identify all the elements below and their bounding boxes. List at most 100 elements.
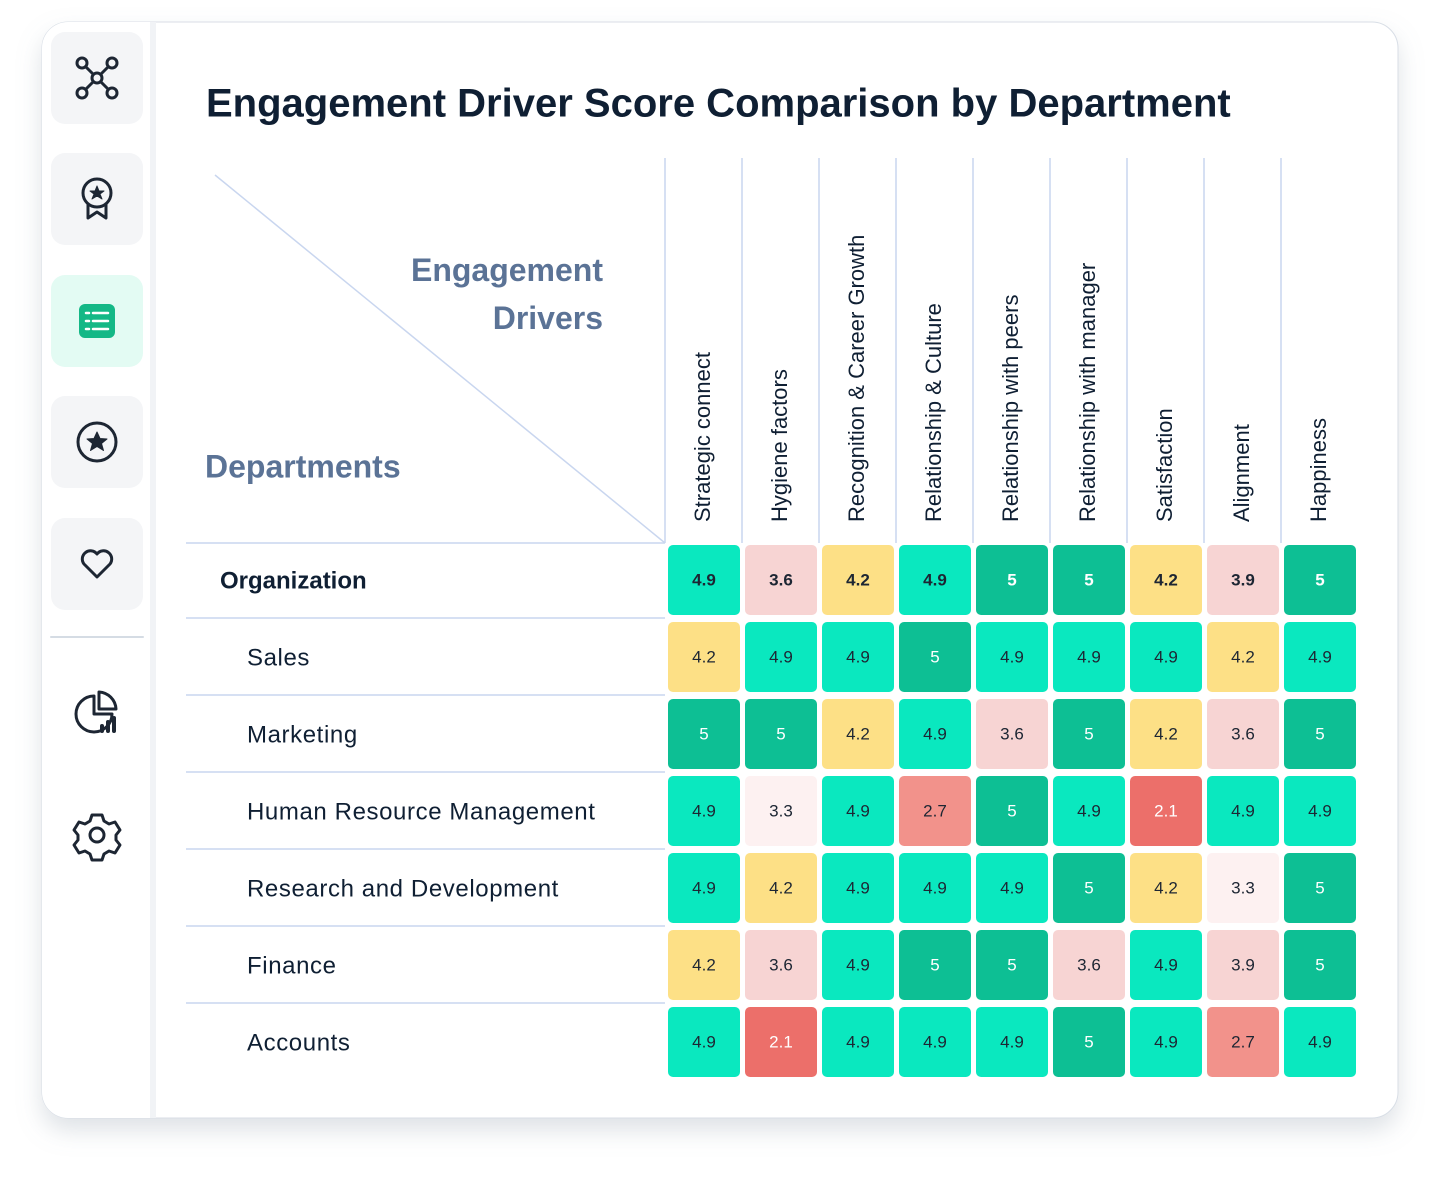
sidebar-edge (150, 22, 156, 1118)
row-label-total: Organization (220, 567, 367, 594)
heatmap-cell (899, 622, 971, 692)
heatmap-cell (745, 1007, 817, 1077)
cell-value: 4.9 (1000, 878, 1024, 897)
cell-value: 4.9 (923, 878, 947, 897)
heatmap-cell (1284, 699, 1356, 769)
cell-value: 4.2 (846, 570, 870, 589)
cell-value: 3.9 (1231, 955, 1255, 974)
cell-value: 2.7 (1231, 1032, 1255, 1051)
nav-reports[interactable] (51, 275, 143, 367)
x-axis-label: Engagement Drivers (411, 252, 603, 336)
cell-value: 4.9 (846, 647, 870, 666)
heatmap-cell (668, 1007, 740, 1077)
heatmap-cell (668, 545, 740, 615)
cell-value: 4.9 (846, 1032, 870, 1051)
nav-award[interactable] (51, 153, 143, 245)
cell-value: 4.2 (692, 647, 716, 666)
heatmap-cell (1284, 1007, 1356, 1077)
cell-value: 5 (1315, 570, 1324, 589)
column-label: Satisfaction (1152, 408, 1177, 522)
heatmap-cell (1284, 545, 1356, 615)
heatmap-cell (745, 853, 817, 923)
chart-title: Engagement Driver Score Comparison by De… (206, 82, 1231, 126)
cell-value: 5 (1084, 878, 1093, 897)
cell-value: 3.9 (1231, 570, 1255, 589)
cell-value: 4.9 (1000, 647, 1024, 666)
heatmap-cell (1207, 545, 1279, 615)
cell-value: 5 (930, 955, 939, 974)
cell-value: 3.3 (1231, 878, 1255, 897)
heatmap-cell (822, 930, 894, 1000)
cell-value: 2.1 (769, 1032, 793, 1051)
heatmap-cell (1130, 776, 1202, 846)
row-label: Finance (247, 952, 337, 979)
heatmap-cell (1207, 776, 1279, 846)
cell-value: 4.9 (846, 878, 870, 897)
heatmap-cell (1284, 853, 1356, 923)
column-label: Relationship with peers (998, 295, 1023, 522)
heatmap-cell (1053, 930, 1125, 1000)
cell-value: 5 (1315, 955, 1324, 974)
cell-value: 2.1 (1154, 801, 1178, 820)
heatmap-cell (745, 545, 817, 615)
cell-value: 4.9 (1308, 1032, 1332, 1051)
cell-value: 5 (699, 724, 708, 743)
cell-value: 4.2 (1154, 878, 1178, 897)
nav-analytics[interactable] (74, 690, 118, 734)
nav-likes[interactable] (51, 518, 143, 610)
cell-value: 5 (1007, 955, 1016, 974)
heatmap-cell (1053, 1007, 1125, 1077)
heatmap-cell (822, 545, 894, 615)
cell-value: 3.6 (1231, 724, 1255, 743)
heatmap-cell (899, 776, 971, 846)
cell-value: 4.9 (1231, 801, 1255, 820)
cell-value: 4.9 (1308, 801, 1332, 820)
cell-value: 4.9 (846, 955, 870, 974)
cell-value: 5 (930, 647, 939, 666)
heatmap-cell (976, 776, 1048, 846)
cell-value: 4.9 (1077, 801, 1101, 820)
heatmap-cell (1284, 776, 1356, 846)
cell-value: 4.9 (846, 801, 870, 820)
cell-value: 4.2 (1154, 724, 1178, 743)
cell-value: 4.2 (846, 724, 870, 743)
heatmap-cell (1130, 622, 1202, 692)
heatmap-cell (976, 853, 1048, 923)
heatmap-cell (1207, 930, 1279, 1000)
nav-settings[interactable] (72, 813, 122, 862)
cell-value: 3.3 (769, 801, 793, 820)
row-label: Human Resource Management (247, 798, 596, 825)
column-label: Alignment (1229, 424, 1254, 522)
nav-favorites[interactable] (51, 396, 143, 488)
cell-value: 3.6 (769, 570, 793, 589)
heatmap-cell (1284, 622, 1356, 692)
heatmap-cell (668, 622, 740, 692)
cell-value: 4.2 (1231, 647, 1255, 666)
cell-value: 2.7 (923, 801, 947, 820)
column-label: Recognition & Career Growth (844, 235, 869, 522)
heatmap-cell (976, 622, 1048, 692)
cell-value: 4.2 (769, 878, 793, 897)
heatmap-cell (899, 699, 971, 769)
cell-value: 5 (776, 724, 785, 743)
column-label: Hygiene factors (767, 369, 792, 522)
cell-value: 5 (1084, 724, 1093, 743)
cell-value: 4.9 (769, 647, 793, 666)
heatmap-cell (1207, 1007, 1279, 1077)
cell-value: 4.9 (692, 878, 716, 897)
row-label: Accounts (247, 1029, 351, 1056)
cell-value: 5 (1007, 801, 1016, 820)
heatmap-cell (1053, 545, 1125, 615)
cell-value: 4.9 (923, 724, 947, 743)
heatmap-cell (822, 1007, 894, 1077)
column-label: Happiness (1306, 418, 1331, 522)
heatmap-cell (899, 1007, 971, 1077)
heatmap-cell (745, 622, 817, 692)
nav-network[interactable] (51, 32, 143, 124)
heatmap-cell (822, 776, 894, 846)
heatmap-cell (1130, 930, 1202, 1000)
heatmap-cell (745, 930, 817, 1000)
heatmap-cell (976, 699, 1048, 769)
cell-value: 5 (1315, 724, 1324, 743)
